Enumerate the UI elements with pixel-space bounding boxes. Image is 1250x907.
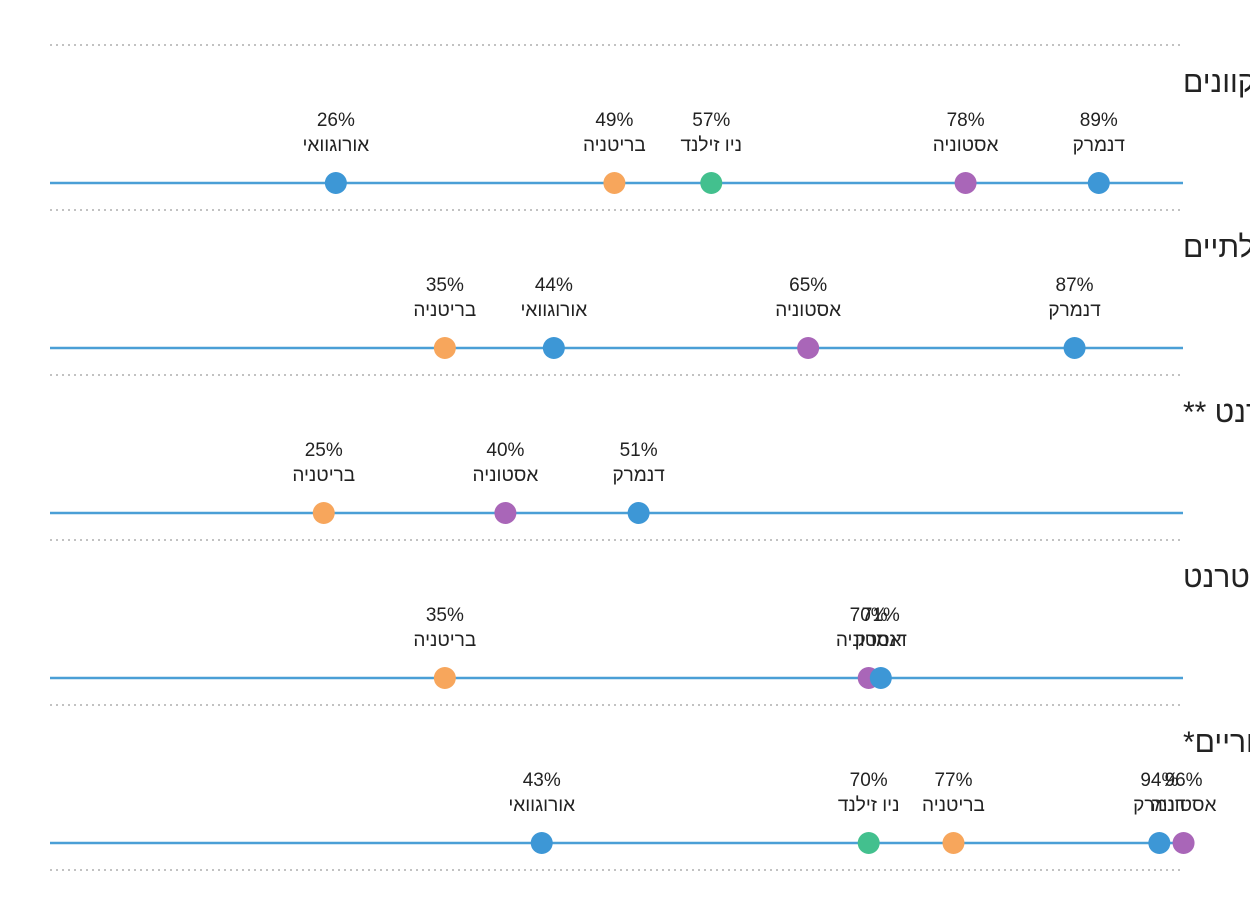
data-point-2-0 [312,502,335,524]
data-point-2-1 [494,502,517,524]
data-point-0-4 [1087,172,1110,194]
value-label-3-2: 71% [862,605,900,626]
country-label-0-3: אסטוניה [933,135,999,156]
data-point-1-0 [433,337,456,359]
data-point-1-2 [797,337,820,359]
country-label-4-4: אסטוניה [1151,795,1217,816]
data-point-4-0 [530,832,553,854]
value-label-3-0: 35% [426,605,464,626]
panel-title-4: שירותים מקוונים מסך השירותים הציבוריים* [1183,726,1250,759]
country-label-0-1: בריטניה [583,135,646,156]
value-label-0-2: 57% [692,110,730,131]
value-label-0-0: 26% [317,110,355,131]
country-label-1-0: בריטניה [413,300,476,321]
country-label-0-0: אורוגוואי [302,135,369,156]
value-label-4-2: 77% [934,770,972,791]
country-label-2-2: דנמרק [612,465,665,486]
country-label-4-3: דנמרק [1133,795,1186,816]
data-point-0-2 [700,172,723,194]
value-label-2-0: 25% [305,440,343,461]
country-label-4-1: ניו זילנד [838,795,900,816]
panel-title-1: היקף השימוש באתרים הממשלתיים [1183,231,1250,264]
data-point-4-2 [942,832,965,854]
value-label-3-1: 70% [850,605,888,626]
value-label-2-2: 51% [620,440,658,461]
value-label-1-0: 35% [426,275,464,296]
country-label-3-2: דנמרק [855,630,908,651]
country-label-3-1: אסטוניה [836,630,902,651]
data-point-0-3 [954,172,977,194]
value-label-1-1: 44% [535,275,573,296]
data-point-1-1 [542,337,565,359]
value-label-0-1: 49% [595,110,633,131]
value-label-1-2: 65% [789,275,827,296]
country-label-1-3: דנמרק [1048,300,1101,321]
value-label-4-3: 94% [1140,770,1178,791]
country-label-4-0: אורוגוואי [508,795,575,816]
country-label-0-2: ניו זילנד [680,135,742,156]
panel-title-2: היקף הורדת הטפסים באינטרנט ** [1183,396,1250,429]
country-label-3-0: בריטניה [413,630,476,651]
country-label-1-2: אסטוניה [775,300,841,321]
data-point-3-2 [869,667,892,689]
data-point-4-3 [1148,832,1171,854]
country-label-2-0: בריטניה [292,465,355,486]
data-point-3-0 [433,667,456,689]
value-label-4-1: 70% [850,770,888,791]
value-label-0-3: 78% [947,110,985,131]
data-point-0-1 [603,172,626,194]
country-label-2-1: אסטוניה [473,465,539,486]
country-label-1-1: אורוגוואי [520,300,587,321]
panel-title-3: היקף שליחת הטפסים באינטרנט [1183,561,1250,594]
country-label-0-4: דנמרק [1073,135,1126,156]
value-label-4-0: 43% [523,770,561,791]
data-point-4-4 [1172,832,1195,854]
value-label-4-4: 96% [1165,770,1203,791]
panel-title-0: היקף השימוש בשירותים ציבוריים מקוונים [1183,66,1250,99]
data-point-4-1 [857,832,880,854]
data-point-2-2 [627,502,650,524]
value-label-0-4: 89% [1080,110,1118,131]
value-label-1-3: 87% [1056,275,1094,296]
country-label-4-2: בריטניה [922,795,985,816]
data-point-0-0 [324,172,347,194]
data-point-1-3 [1063,337,1086,359]
value-label-2-1: 40% [486,440,524,461]
